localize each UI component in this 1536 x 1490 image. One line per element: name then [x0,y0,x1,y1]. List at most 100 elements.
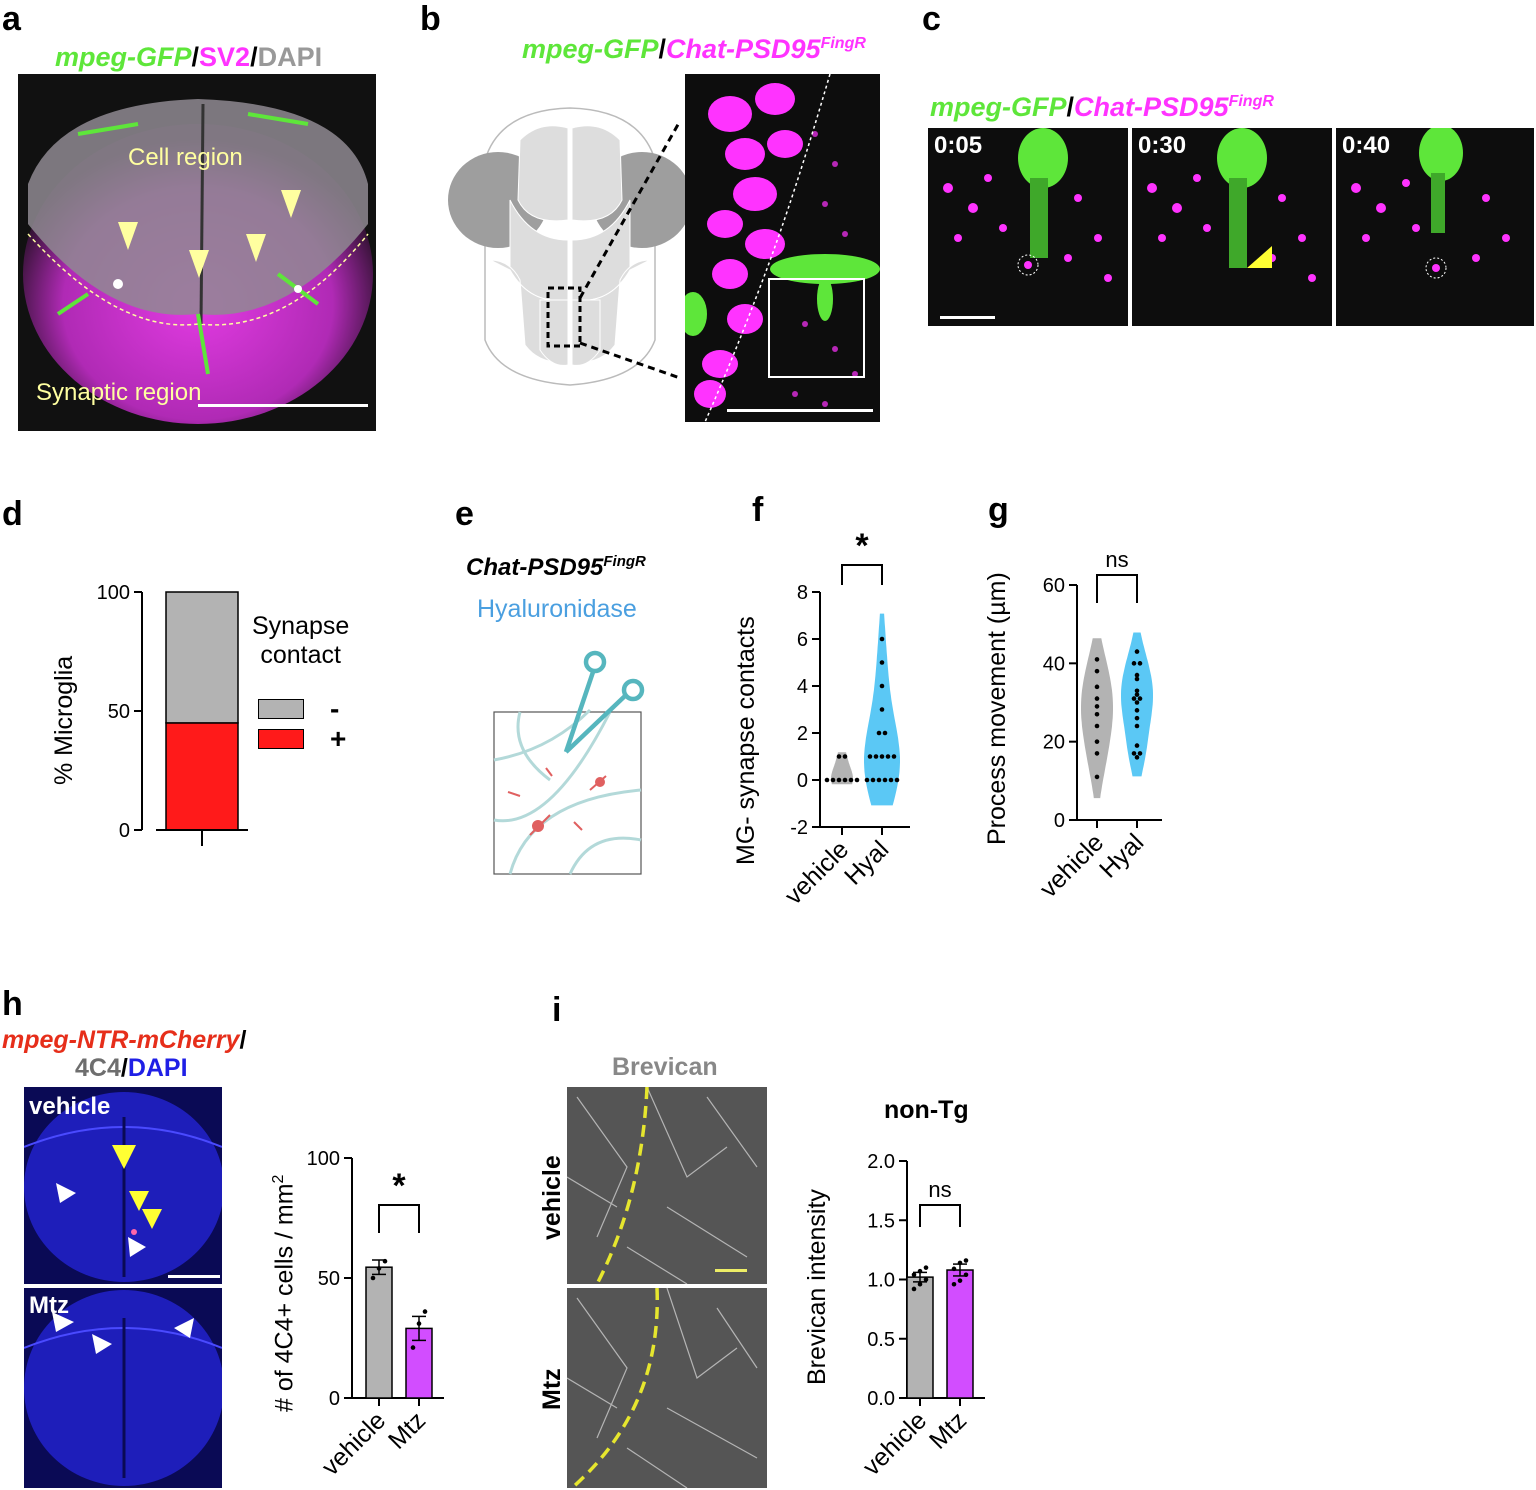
arrowhead-icon [142,1209,162,1229]
violin-hyal-data-point [1137,696,1143,701]
violin-hyal-data-point [873,754,879,759]
bar-vehicle-data-point [917,1281,923,1287]
violin-hyal-data-point [894,777,900,783]
violin-vehicle-data-point [842,777,848,783]
violin-hyal-data-point [1134,755,1140,760]
panel-letter-g: g [988,491,1009,529]
y-tick-label: 0.0 [867,1388,895,1410]
arrowhead-icon [118,222,138,250]
violin-vehicle-data-point [1094,704,1100,709]
panel-c-frame-3: 0:40 [1336,128,1534,326]
violin-vehicle-data-point [830,777,836,783]
timepoint-label: 0:40 [1342,132,1391,159]
violin-hyal-data-point [879,683,885,689]
channel-chat-psd95: Chat-PSD95 [666,34,821,64]
panel-h-vehicle-image: vehicle [24,1087,222,1284]
panel-b-channel-title: mpeg-GFP/Chat-PSD95FingR [522,34,866,65]
bar-vehicle-data-point [376,1266,382,1271]
violin-vehicle-data-point [854,777,860,783]
y-tick-label: 0 [119,820,130,842]
violin-hyal-data-point [1137,661,1143,666]
bar-vehicle-data-point [370,1275,376,1281]
y-tick-label: 6 [797,629,808,651]
panel-letter-d: d [2,495,23,533]
legend-item-minus: - [258,692,346,726]
chart-i-ylabel: Brevican intensity [803,1189,832,1385]
significance-label: * [392,1167,406,1205]
violin-vehicle-data-point [1094,696,1100,701]
violin-hyal-data-point [1134,672,1140,678]
channel-gfp: mpeg-GFP [55,42,192,72]
violin-vehicle-data-point [848,777,854,783]
scale-bar [940,316,995,319]
violin-hyal-data-point [891,754,897,759]
arrowhead-icon [129,1191,149,1211]
chart-g-ylabel-text: Process movement (µm) [983,572,1011,845]
channel-gfp: mpeg-GFP [930,92,1067,122]
fingr-superscript: FingR [603,553,646,570]
violin-vehicle-data-point [824,777,830,783]
bar-vehicle-data-point [911,1272,917,1278]
chart-h-x-label-vehicle: vehicle [316,1406,391,1481]
legend-label: - [330,693,340,724]
violin-vehicle-data-point [1094,684,1100,690]
zoom-box [546,286,582,348]
violin-hyal-data-point [882,730,888,736]
arrowhead-icon [174,1318,194,1338]
violin-hyal-data-point [1131,661,1137,666]
condition-label: Mtz [29,1292,69,1319]
violin-hyal-data-point [867,754,873,759]
channel-dapi: DAPI [127,1054,188,1082]
chart-h-ylabel-text: # of 4C4+ cells / mm [270,1183,299,1412]
violin-vehicle [831,752,853,785]
y-tick-label: 1.5 [867,1210,895,1232]
panel-letter-b: b [420,0,441,38]
channel-sv2: SV2 [199,42,251,72]
violin-vehicle-data-point [1094,711,1100,717]
violin-hyal-data-point [876,777,882,783]
panel-b-micrograph [685,74,880,422]
violin-hyal-data-point [1137,751,1143,756]
chart-d: 0 50 100 [97,582,248,846]
legend-label: + [330,723,347,754]
scissors-icon [563,650,645,754]
violin-hyal-data-point [864,777,870,783]
legend-item-plus: + [258,723,347,754]
chart-h-ylabel-superscript: 2 [270,1174,287,1184]
y-tick-label: 2 [797,723,808,745]
violin-hyal-data-point [1134,692,1140,697]
y-tick-label: 0 [1054,810,1065,832]
panel-i-mtz-image [567,1288,767,1488]
bar-mtz-data-point [963,1258,969,1263]
fingr-superscript: FingR [1228,93,1274,110]
violin-hyal-data-point [1131,751,1137,756]
chart-g-x-label-hyal: Hyal [1094,828,1149,883]
y-tick-label: 8 [797,582,808,604]
panel-c-channel-title: mpeg-GFP/Chat-PSD95FingR [930,92,1274,123]
significance-bracket [919,1204,961,1227]
chart-d-legend: - + [258,692,347,754]
chart-i-ylabel-text: Brevican intensity [803,1189,831,1385]
violin-hyal-data-point [879,707,885,712]
violin-hyal-data-point [1134,688,1140,694]
panel-letter-i: i [552,991,562,1029]
violin-hyal-data-point [1131,696,1137,701]
panel-a-micrograph: Cell region Synaptic region [18,74,376,431]
y-tick-label: 50 [108,701,130,723]
bar-segment-minus [165,591,239,724]
channel-dapi: DAPI [257,42,323,72]
violin-hyal-data-point [1134,723,1140,729]
bar-vehicle-data-point [911,1286,917,1292]
violin-hyal-data-point [1134,700,1140,705]
violin-vehicle-data-point [836,754,842,759]
panel-h-mtz-image: Mtz [24,1288,222,1488]
label-cell-region: Cell region [128,144,243,171]
legend-swatch [258,729,304,749]
inset-box [768,278,865,378]
violin-hyal-data-point [1134,715,1140,721]
panel-a-image [23,99,373,424]
bar-mtz-data-point [963,1272,969,1278]
slash: / [658,34,667,64]
